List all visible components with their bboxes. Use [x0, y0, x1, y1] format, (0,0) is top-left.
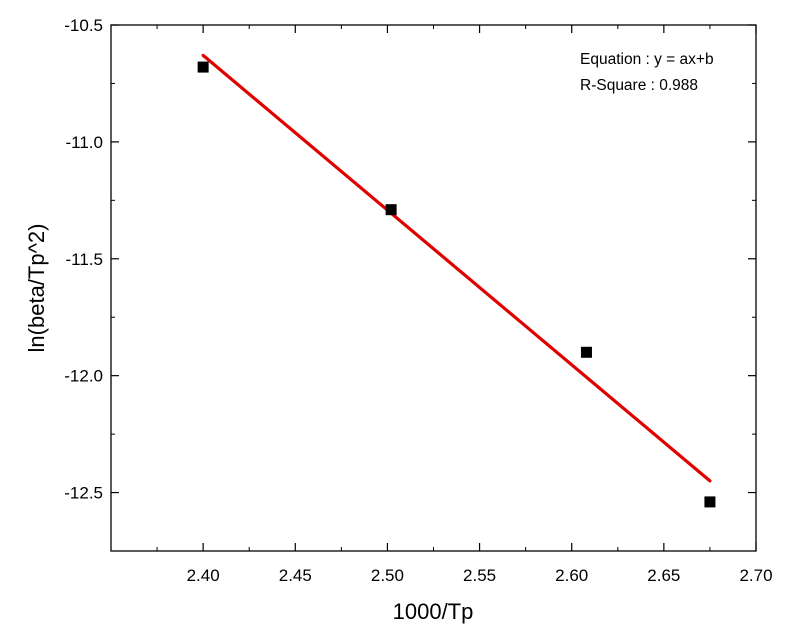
data-points [197, 61, 716, 508]
data-point [197, 61, 209, 73]
y-tick-label: -11.5 [66, 250, 104, 269]
x-tick-label: 2.55 [463, 566, 496, 585]
data-point [580, 346, 592, 358]
x-tick-label: 2.50 [371, 566, 404, 585]
fit-line [201, 53, 712, 483]
x-tick-label: 2.65 [647, 566, 680, 585]
annotation-equation: Equation : y = ax+b [580, 51, 714, 68]
x-tick-label: 2.45 [279, 566, 312, 585]
y-tick-label: -12.5 [64, 484, 103, 503]
axis-ticks [111, 24, 757, 552]
annotation-r-square: R-Square : 0.988 [580, 77, 698, 94]
y-tick-label: -10.5 [64, 16, 103, 35]
x-axis-title: 1000/Tp [393, 599, 474, 624]
x-tick-label: 2.40 [187, 566, 220, 585]
x-tick-labels: 2.40 2.45 2.50 2.55 2.60 2.65 2.70 [187, 566, 773, 585]
plot-frame [110, 24, 757, 552]
data-point [385, 204, 397, 216]
y-tick-label: -12.0 [64, 367, 103, 386]
y-tick-label: -11.0 [66, 133, 104, 152]
y-tick-labels: -10.5 -11.0 -11.5 -12.0 -12.5 [64, 16, 103, 503]
fit-line-group [201, 53, 712, 483]
x-tick-label: 2.70 [739, 566, 772, 585]
y-axis-title: ln(beta/Tp^2) [24, 224, 49, 353]
data-point [704, 496, 716, 508]
x-tick-label: 2.60 [555, 566, 588, 585]
